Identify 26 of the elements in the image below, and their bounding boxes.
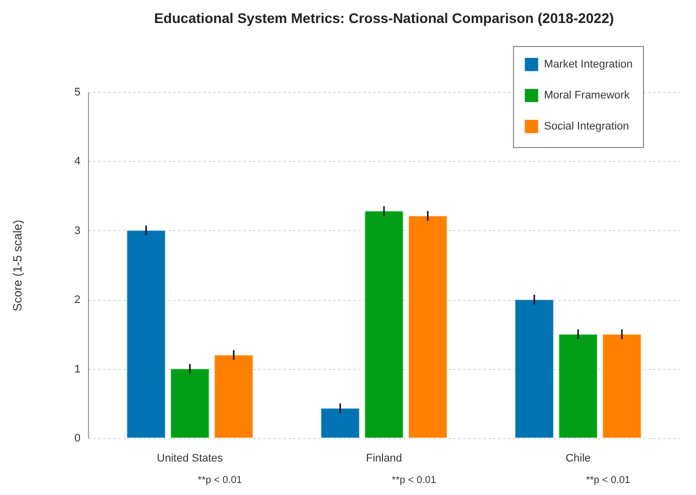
legend-label: Social Integration	[544, 120, 629, 132]
y-tick-label: 0	[74, 432, 80, 444]
bar	[170, 368, 210, 438]
y-tick-label: 3	[74, 224, 80, 237]
bar	[214, 354, 254, 438]
bar	[514, 299, 554, 438]
bar	[320, 408, 360, 438]
bar	[408, 215, 448, 438]
text: **p < 0.01	[586, 475, 631, 486]
legend-label: Market Integration	[544, 58, 633, 70]
legend-label: Moral Framework	[544, 90, 630, 102]
text: **p < 0.01	[392, 475, 437, 486]
y-axis-title: Score (1-5 scale)	[10, 220, 24, 312]
x-tick-label: Chile	[566, 452, 591, 464]
x-tick-label: Finland	[366, 452, 402, 464]
bar	[558, 334, 598, 438]
bar	[602, 334, 642, 438]
y-tick-label: 2	[74, 294, 80, 306]
text: **p < 0.01	[198, 475, 242, 486]
chart-title: Educational System Metrics: Cross-National Comparison (2018-2022)	[154, 10, 614, 26]
y-tick-label: 5	[74, 86, 80, 98]
x-tick-label: United States	[156, 452, 224, 464]
bar	[126, 230, 166, 438]
y-tick-label: 4	[74, 156, 80, 168]
y-tick-label: 1	[74, 363, 80, 376]
bar	[364, 210, 404, 438]
